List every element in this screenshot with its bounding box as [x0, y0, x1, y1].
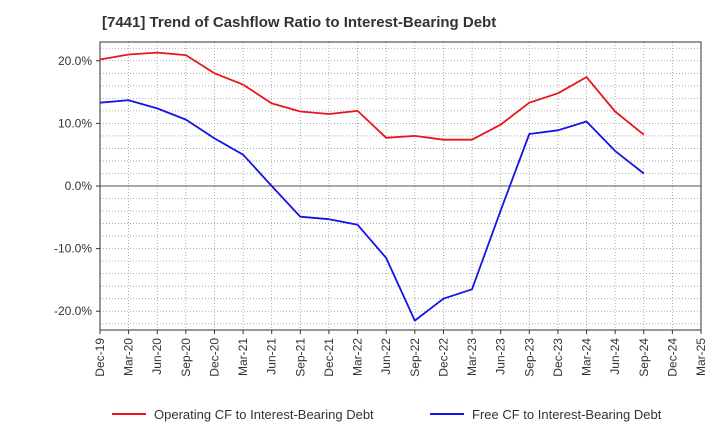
x-tick-label: Mar-20	[122, 338, 136, 376]
x-tick-label: Jun-20	[150, 338, 164, 375]
series-1-point	[99, 59, 101, 61]
x-tick-label: Dec-24	[665, 338, 679, 377]
x-tick-label: Sep-21	[293, 338, 307, 377]
series-2-point	[242, 154, 244, 156]
series-1-point	[185, 54, 187, 56]
series-line-1	[99, 51, 645, 141]
series-1-point	[213, 72, 215, 74]
y-tick-label: 10.0%	[58, 116, 92, 130]
series-1-point	[471, 139, 473, 141]
legend-label-1: Operating CF to Interest-Bearing Debt	[154, 407, 374, 422]
x-tick-label: Dec-22	[436, 338, 450, 377]
series-2-point	[586, 121, 588, 123]
x-tick-label: Jun-24	[608, 338, 622, 375]
x-tick-label: Sep-24	[637, 338, 651, 377]
series-2-point	[557, 129, 559, 131]
series-2-point	[271, 185, 273, 187]
x-tick-label: Jun-23	[494, 338, 508, 375]
series-1-point	[299, 110, 301, 112]
series-2-point	[528, 133, 530, 135]
series-1-point	[357, 110, 359, 112]
x-tick-label: Mar-23	[465, 338, 479, 376]
series-2-point	[299, 216, 301, 218]
series-1-point	[528, 102, 530, 104]
series-1-point	[156, 52, 158, 54]
x-tick-label: Dec-19	[93, 338, 107, 377]
x-tick-label: Jun-21	[265, 338, 279, 375]
series-2-point	[99, 102, 101, 104]
series-2-point	[442, 298, 444, 300]
x-tick-label: Dec-23	[551, 338, 565, 377]
series-2-point	[213, 137, 215, 139]
x-tick-label: Mar-21	[236, 338, 250, 376]
series-1-point	[128, 54, 130, 56]
series-1-point	[614, 110, 616, 112]
x-tick-label: Mar-22	[351, 338, 365, 376]
x-tick-label: Sep-20	[179, 338, 193, 377]
series-2-point	[156, 107, 158, 109]
series-1-point	[242, 84, 244, 86]
y-tick-label: 20.0%	[58, 54, 92, 68]
series-2-point	[328, 218, 330, 220]
y-tick-label: -10.0%	[54, 242, 92, 256]
series-2-point	[614, 150, 616, 152]
y-tick-label: 0.0%	[65, 179, 93, 193]
series-1-point	[557, 92, 559, 94]
x-tick-label: Sep-23	[522, 338, 536, 377]
series-2-point	[414, 320, 416, 322]
series-2-point	[357, 224, 359, 226]
series-1-point	[442, 139, 444, 141]
series-1-point	[500, 124, 502, 126]
series-2-point	[385, 257, 387, 259]
x-tick-label: Mar-25	[694, 338, 708, 376]
series-2-point	[471, 288, 473, 290]
series-line-2	[99, 99, 645, 322]
chart-title: [7441] Trend of Cashflow Ratio to Intere…	[102, 14, 497, 31]
series-1-point	[586, 76, 588, 78]
series-1-point	[414, 135, 416, 137]
series-2-point	[500, 209, 502, 211]
series-2-point	[185, 119, 187, 121]
x-tick-label: Mar-24	[580, 338, 594, 376]
x-tick-label: Jun-22	[379, 338, 393, 375]
legend-label-2: Free CF to Interest-Bearing Debt	[472, 407, 662, 422]
x-tick-label: Dec-20	[207, 338, 221, 377]
series-1-point	[328, 113, 330, 115]
y-tick-label: -20.0%	[54, 304, 92, 318]
x-tick-label: Dec-21	[322, 338, 336, 377]
series-1-point	[385, 137, 387, 139]
series-1-point	[643, 134, 645, 136]
series-1-point	[271, 102, 273, 104]
series-2-point	[128, 99, 130, 101]
series-2-point	[643, 172, 645, 174]
x-tick-label: Sep-22	[408, 338, 422, 377]
